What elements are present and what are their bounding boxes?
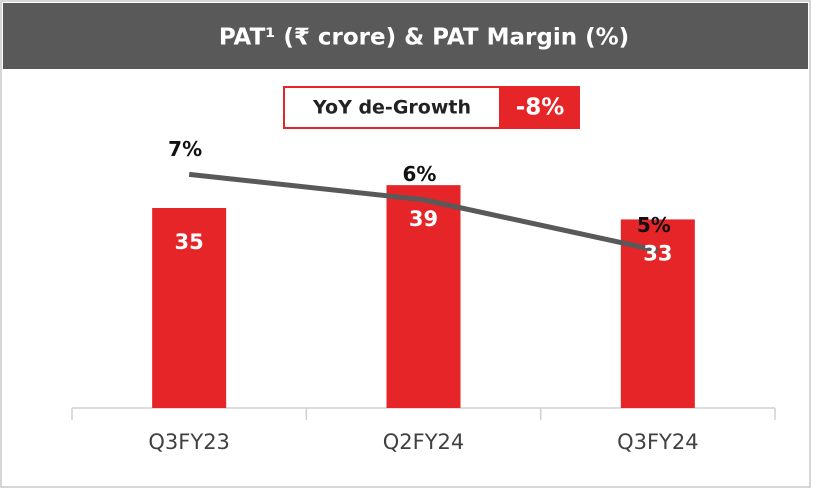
chart-title: PAT¹ (₹ crore) & PAT Margin (%): [219, 25, 629, 51]
x-tick-label: Q3FY23: [148, 430, 230, 454]
bar: [152, 208, 227, 408]
x-tick-label: Q3FY24: [617, 430, 699, 454]
annotation-value: -8%: [516, 95, 565, 121]
bar-label: 35: [175, 230, 204, 254]
annotation-box: [283, 86, 501, 129]
line-label: 5%: [637, 213, 671, 237]
x-tick-label: Q2FY24: [383, 430, 465, 454]
title-bar: [3, 3, 808, 69]
annotation-text: YoY de-Growth: [312, 97, 471, 119]
annotation-badge: [500, 86, 580, 129]
line-label: 7%: [168, 137, 202, 161]
bar: [386, 185, 461, 408]
line-label: 6%: [403, 162, 437, 186]
bar-label: 33: [643, 241, 672, 265]
bar: [620, 219, 695, 408]
bar-label: 39: [409, 207, 438, 231]
line: [188, 171, 659, 253]
